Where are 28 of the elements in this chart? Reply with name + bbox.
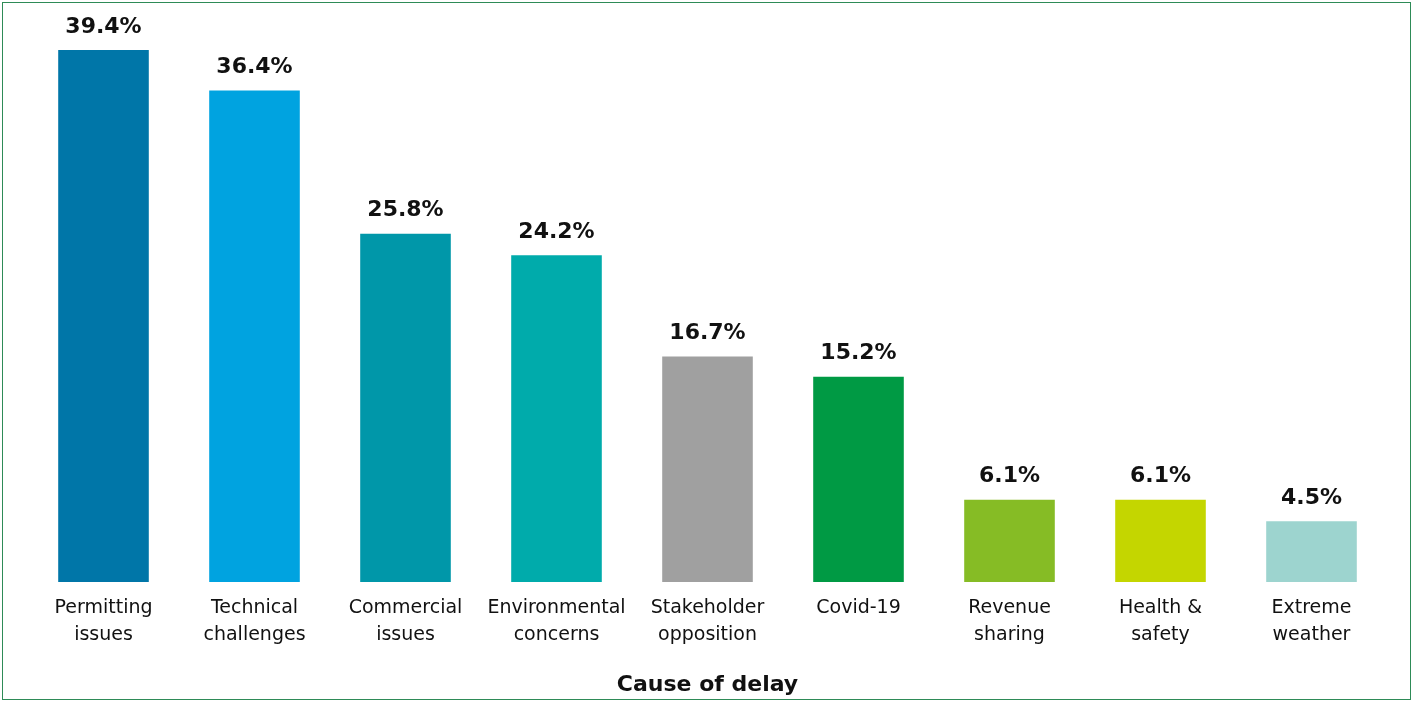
x-tick-label: Extreme weather xyxy=(1271,594,1352,644)
x-tick-label: Technical challenges xyxy=(203,594,306,644)
bar xyxy=(58,50,149,582)
data-label: 25.8% xyxy=(367,196,444,222)
x-tick-label: Revenue sharing xyxy=(968,594,1051,644)
data-label: 6.1% xyxy=(1129,462,1192,488)
data-label: 24.2% xyxy=(518,217,595,243)
x-tick-label: Covid-19 xyxy=(816,594,901,617)
data-label: 39.4% xyxy=(65,12,142,38)
data-label: 36.4% xyxy=(216,53,293,79)
data-label: 16.7% xyxy=(669,319,746,345)
bar xyxy=(1266,521,1357,582)
x-tick-label: Environmental concerns xyxy=(487,594,626,644)
data-label: 6.1% xyxy=(978,462,1041,488)
x-tick-label: Commercial issues xyxy=(348,594,463,644)
x-tick-label: Health & safety xyxy=(1118,594,1203,644)
bar xyxy=(1115,499,1206,582)
bar xyxy=(360,233,451,582)
bar xyxy=(662,356,753,582)
bar xyxy=(964,499,1055,582)
bar xyxy=(209,90,300,582)
bar xyxy=(813,376,904,582)
x-tick-label: Permitting issues xyxy=(54,594,153,644)
x-tick-label: Stakeholder opposition xyxy=(650,594,765,644)
data-label: 4.5% xyxy=(1280,483,1343,509)
data-label: 15.2% xyxy=(820,339,897,365)
bar xyxy=(511,255,602,582)
x-axis-title: Cause of delay xyxy=(616,670,799,696)
